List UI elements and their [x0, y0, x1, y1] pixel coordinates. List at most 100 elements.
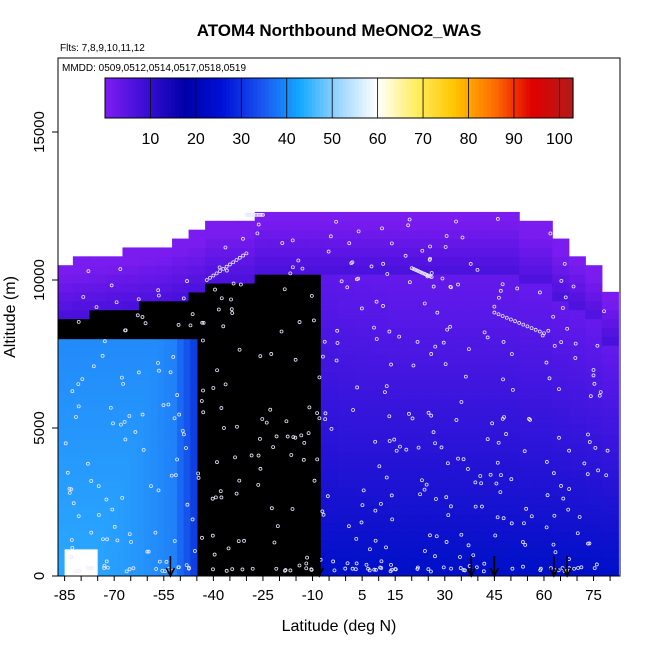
- heat-cell: [117, 410, 125, 417]
- obs-point: [429, 275, 434, 279]
- heat-cell: [585, 362, 603, 373]
- obs-point: [525, 324, 530, 329]
- heat-cell: [183, 410, 191, 417]
- heat-cell: [89, 309, 107, 320]
- heat-cell: [124, 493, 132, 500]
- heat-cell: [117, 516, 125, 524]
- obs-point: [557, 435, 561, 440]
- obs-point: [157, 368, 161, 373]
- heat-cell: [150, 487, 158, 494]
- heat-cell: [419, 327, 438, 337]
- obs-point: [234, 258, 239, 262]
- heat-cell: [84, 481, 92, 488]
- heat-cell: [130, 351, 138, 358]
- heat-cell: [110, 510, 119, 518]
- heat-cell: [163, 404, 171, 411]
- obs-point: [334, 358, 339, 363]
- heat-cell: [221, 371, 239, 382]
- heat-cell: [254, 256, 272, 266]
- heat-cell: [370, 567, 388, 576]
- obs-point: [493, 533, 498, 538]
- obs-point: [201, 388, 205, 393]
- obs-point: [422, 301, 427, 306]
- obs-point: [359, 520, 364, 525]
- heat-cell: [58, 282, 74, 293]
- heat-cell: [58, 356, 66, 364]
- colorbar-tick-label: 100: [546, 131, 573, 148]
- obs-point: [448, 324, 453, 329]
- heat-cell: [436, 425, 454, 435]
- heat-cell: [110, 392, 119, 399]
- colorbar-swatch: [116, 78, 122, 118]
- obs-point: [175, 393, 180, 397]
- colorbar-swatch: [335, 78, 340, 118]
- obs-point: [499, 473, 503, 478]
- heat-cell: [89, 282, 107, 293]
- heat-cell: [104, 362, 112, 370]
- heat-cell: [436, 469, 454, 479]
- obs-point: [381, 261, 386, 266]
- heat-cell: [552, 425, 570, 435]
- heat-cell: [130, 487, 138, 494]
- heat-cell: [469, 549, 487, 559]
- heat-cell: [157, 404, 165, 411]
- heat-cell: [436, 282, 454, 293]
- heat-cell: [552, 282, 570, 293]
- colorbar-swatch: [327, 78, 332, 118]
- obs-point: [234, 491, 239, 496]
- x-axis-label: Latitude (deg N): [282, 618, 397, 635]
- obs-point: [228, 262, 232, 267]
- colorbar-swatch: [495, 78, 500, 118]
- obs-point: [497, 295, 501, 300]
- heat-cell: [143, 404, 152, 411]
- heat-cell: [287, 238, 305, 249]
- obs-point: [546, 328, 551, 333]
- heat-cell: [403, 354, 421, 364]
- colorbar-tick-label: 80: [460, 131, 478, 148]
- heat-cell: [163, 410, 171, 417]
- obs-point: [156, 361, 160, 365]
- heat-cell: [287, 389, 305, 399]
- obs-point: [89, 479, 94, 483]
- heat-cell: [304, 425, 322, 435]
- heat-cell: [177, 522, 185, 530]
- colorbar-swatch: [397, 78, 402, 118]
- heat-cell: [585, 318, 603, 328]
- heat-cell: [177, 552, 185, 559]
- heat-cell: [519, 469, 537, 479]
- heat-cell: [150, 481, 158, 488]
- heat-cell: [502, 496, 520, 506]
- heat-cell: [337, 549, 355, 559]
- heat-cell: [190, 410, 198, 417]
- heat-cell: [304, 567, 322, 576]
- heat-cell: [419, 291, 438, 302]
- heat-cell: [143, 445, 152, 453]
- heat-cell: [172, 274, 190, 284]
- heat-cell: [552, 291, 570, 302]
- obs-point: [435, 310, 440, 315]
- obs-point: [320, 509, 325, 514]
- heat-cell: [304, 558, 322, 568]
- heat-cell: [58, 510, 66, 518]
- heat-cell: [188, 256, 206, 266]
- heat-cell: [97, 368, 105, 376]
- heat-cell: [137, 439, 145, 447]
- heat-cell: [502, 354, 520, 364]
- heat-cell: [221, 487, 239, 497]
- heat-cell: [104, 374, 112, 382]
- heat-cell: [502, 558, 520, 568]
- heat-cell: [137, 481, 145, 488]
- heat-cell: [205, 256, 223, 266]
- heat-cell: [254, 425, 272, 435]
- heat-cell: [122, 274, 140, 284]
- heat-cell: [519, 398, 537, 408]
- obs-point: [545, 493, 550, 498]
- heat-cell: [370, 398, 388, 408]
- heat-cell: [104, 451, 112, 459]
- heat-cell: [64, 469, 72, 476]
- heat-cell: [552, 442, 570, 453]
- heat-cell: [568, 504, 586, 515]
- heat-cell: [370, 469, 388, 479]
- heat-cell: [188, 309, 206, 320]
- heat-cell: [353, 345, 372, 355]
